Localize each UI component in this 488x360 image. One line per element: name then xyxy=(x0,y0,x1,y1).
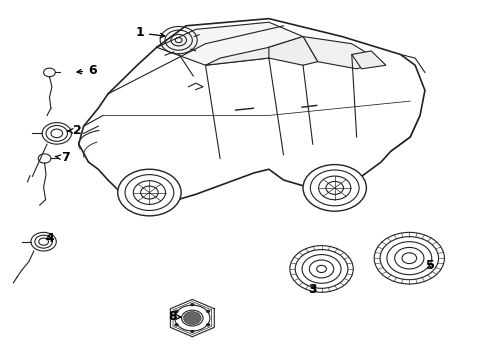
Circle shape xyxy=(303,165,366,211)
Text: 5: 5 xyxy=(426,259,434,272)
Circle shape xyxy=(206,323,210,326)
Text: 2: 2 xyxy=(67,124,82,138)
Circle shape xyxy=(183,312,201,324)
Circle shape xyxy=(174,323,178,326)
Text: 1: 1 xyxy=(135,27,164,40)
Polygon shape xyxy=(268,37,317,65)
Circle shape xyxy=(190,303,194,306)
Circle shape xyxy=(118,169,181,216)
Polygon shape xyxy=(351,51,385,69)
Polygon shape xyxy=(303,37,380,69)
Text: 8: 8 xyxy=(168,310,181,324)
Polygon shape xyxy=(157,22,303,65)
Text: 6: 6 xyxy=(77,64,97,77)
Text: 7: 7 xyxy=(55,151,69,164)
Circle shape xyxy=(190,330,194,333)
Polygon shape xyxy=(205,37,303,65)
Text: 4: 4 xyxy=(45,231,54,244)
Text: 3: 3 xyxy=(308,283,316,296)
Circle shape xyxy=(206,310,210,313)
Circle shape xyxy=(174,310,178,313)
